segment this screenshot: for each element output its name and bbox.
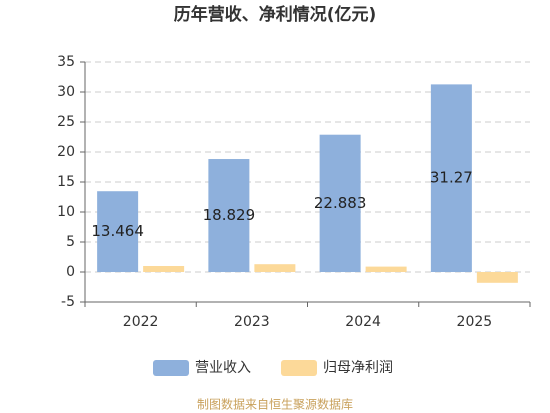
bar — [430, 84, 472, 272]
y-tick-label: 30 — [57, 84, 75, 100]
legend-swatch — [281, 360, 317, 376]
value-label: 22.883 — [314, 194, 367, 212]
y-tick-label: 20 — [57, 144, 75, 160]
bar — [208, 159, 250, 272]
bar — [97, 191, 139, 272]
y-tick-label: 15 — [57, 174, 75, 190]
value-label: 18.829 — [203, 206, 256, 224]
x-tick-label: 2024 — [345, 314, 381, 330]
source-note: 制图数据来自恒生聚源数据库 — [197, 397, 353, 412]
bar — [365, 266, 407, 272]
legend-label: 营业收入 — [195, 360, 251, 376]
value-label: 13.464 — [91, 222, 144, 240]
y-tick-label: 0 — [66, 264, 75, 280]
y-tick-label: 5 — [66, 234, 75, 250]
y-tick-label: 35 — [57, 54, 75, 70]
bar — [319, 134, 361, 272]
bar — [143, 266, 185, 272]
bar — [476, 272, 518, 283]
legend-label: 归母净利润 — [323, 359, 393, 376]
bar — [254, 264, 296, 272]
x-tick-label: 2023 — [234, 314, 270, 330]
chart-title: 历年营收、净利情况(亿元) — [174, 4, 377, 25]
x-tick-label: 2025 — [457, 314, 493, 330]
value-label: 31.27 — [430, 169, 473, 187]
legend-swatch — [153, 360, 189, 376]
y-tick-label: 25 — [57, 114, 75, 130]
x-tick-label: 2022 — [123, 314, 159, 330]
y-tick-label: 10 — [57, 204, 75, 220]
y-tick-label: -5 — [61, 294, 75, 310]
